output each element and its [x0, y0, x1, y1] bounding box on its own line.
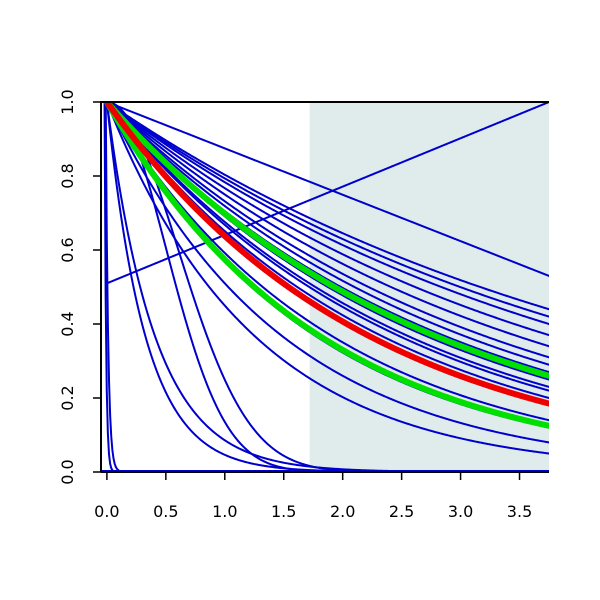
x-axis: 0.0 0.5 1.0 1.5 2.0 2.5 3.0 3.5	[94, 472, 532, 521]
y-tick-label: 0.4	[58, 311, 77, 336]
y-axis: 0.0 0.2 0.4 0.6 0.8 1.0	[58, 89, 101, 485]
series-line-blue-7	[105, 102, 549, 359]
x-tick-label: 2.0	[330, 502, 355, 521]
series-line-blue-14	[105, 102, 549, 422]
x-tick-label: 1.5	[271, 502, 296, 521]
y-tick-label: 1.0	[58, 89, 77, 114]
x-tick-label: 3.5	[507, 502, 532, 521]
x-tick-label: 0.0	[94, 502, 119, 521]
series-line-green-25	[103, 102, 549, 429]
x-tick-label: 3.0	[448, 502, 473, 521]
series-line-red-26	[103, 102, 549, 407]
series-line-blue-8	[105, 102, 549, 366]
y-tick-label: 0.8	[58, 163, 77, 188]
series-line-blue-2	[105, 102, 549, 311]
series-line-blue-0	[105, 102, 549, 285]
series-line-blue-12	[105, 102, 549, 392]
x-tick-label: 1.0	[212, 502, 237, 521]
y-tick-label: 0.6	[58, 237, 77, 262]
x-tick-label: 0.5	[153, 502, 178, 521]
series-line-blue-5	[105, 102, 549, 337]
series-line-blue-11	[105, 102, 549, 388]
series-line-blue-1	[105, 102, 549, 277]
x-tick-label: 2.5	[389, 502, 414, 521]
y-tick-label: 0.0	[58, 459, 77, 484]
series-line-blue-16	[105, 102, 549, 444]
series-lines	[103, 102, 549, 472]
series-line-blue-17	[105, 102, 549, 455]
series-line-blue-6	[105, 102, 549, 348]
series-line-green-24	[103, 102, 549, 379]
series-line-blue-4	[105, 102, 549, 325]
series-line-blue-3	[105, 102, 549, 318]
y-tick-label: 0.2	[58, 385, 77, 410]
